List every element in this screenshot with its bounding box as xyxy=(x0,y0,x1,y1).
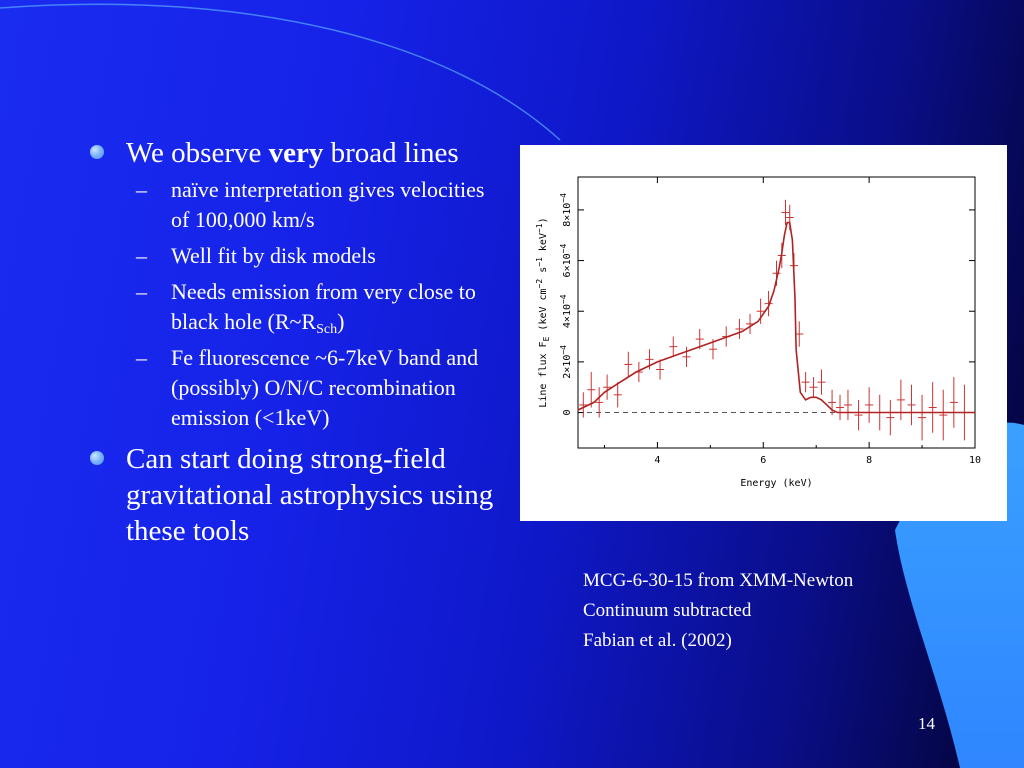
subbullet-item: – Needs emission from very close to blac… xyxy=(126,277,508,337)
dash-marker: – xyxy=(136,177,147,202)
bullet-broad-lines: We observe very broad lines – naïve inte… xyxy=(88,135,508,433)
bullet-list: We observe very broad lines – naïve inte… xyxy=(88,135,508,557)
dash-marker: – xyxy=(136,345,147,370)
x-tick-label: 6 xyxy=(760,455,766,466)
caption-line: Fabian et al. (2002) xyxy=(583,630,732,651)
page-number: 14 xyxy=(918,714,935,733)
subbullet-item: – Well fit by disk models xyxy=(126,241,508,271)
y-tick-label: 4×10−4 xyxy=(559,294,573,328)
figure-caption: MCG-6-30-15 from XMM-Newton Continuum su… xyxy=(583,566,853,656)
caption-line: Continuum subtracted xyxy=(583,600,752,621)
subbullet-list: – naïve interpretation gives velocities … xyxy=(126,175,508,433)
bullet-dot-icon xyxy=(90,451,104,465)
subbullet-text: naïve interpretation gives velocities of… xyxy=(171,177,485,232)
model-line xyxy=(577,221,975,414)
x-axis-label: Energy (keV) xyxy=(740,478,812,489)
x-tick-label: 8 xyxy=(866,455,872,466)
subbullet-text: Fe fluorescence ~6-7keV band and (possib… xyxy=(171,345,479,430)
subbullet-text: Needs emission from very close to black … xyxy=(171,279,476,337)
y-tick-label: 2×10−4 xyxy=(559,345,573,379)
subbullet-item: – naïve interpretation gives velocities … xyxy=(126,175,508,235)
dash-marker: – xyxy=(136,279,147,304)
bullet-text: Can start doing strong-field gravitation… xyxy=(126,443,494,547)
subbullet-item: – Fe fluorescence ~6-7keV band and (poss… xyxy=(126,343,508,433)
subbullet-text: Well fit by disk models xyxy=(171,243,376,268)
x-tick-label: 4 xyxy=(654,455,660,466)
bullet-strong-field: Can start doing strong-field gravitation… xyxy=(88,441,508,549)
line-profile-chart: 4 6 8 10 0 2×10−4 4×10−4 6×10−4 8×10−4 Energy (ke… xyxy=(535,176,981,489)
x-tick-label: 10 xyxy=(969,455,981,466)
caption-line: MCG-6-30-15 from XMM-Newton xyxy=(583,570,854,591)
spectrum-figure: 4 6 8 10 0 2×10−4 4×10−4 6×10−4 8×10−4 Energy (ke… xyxy=(520,145,1007,521)
bullet-text: We observe very broad lines xyxy=(126,137,459,169)
top-arc-line xyxy=(0,3,561,141)
y-tick-label: 0 xyxy=(562,410,573,416)
y-tick-label: 6×10−4 xyxy=(559,244,573,278)
y-axis-label: Line flux FE (keV cm−2 s−1 keV−1) xyxy=(535,217,551,407)
bullet-dot-icon xyxy=(90,145,104,159)
dash-marker: – xyxy=(136,243,147,268)
y-tick-label: 8×10−4 xyxy=(559,193,573,227)
plot-frame xyxy=(577,176,976,449)
